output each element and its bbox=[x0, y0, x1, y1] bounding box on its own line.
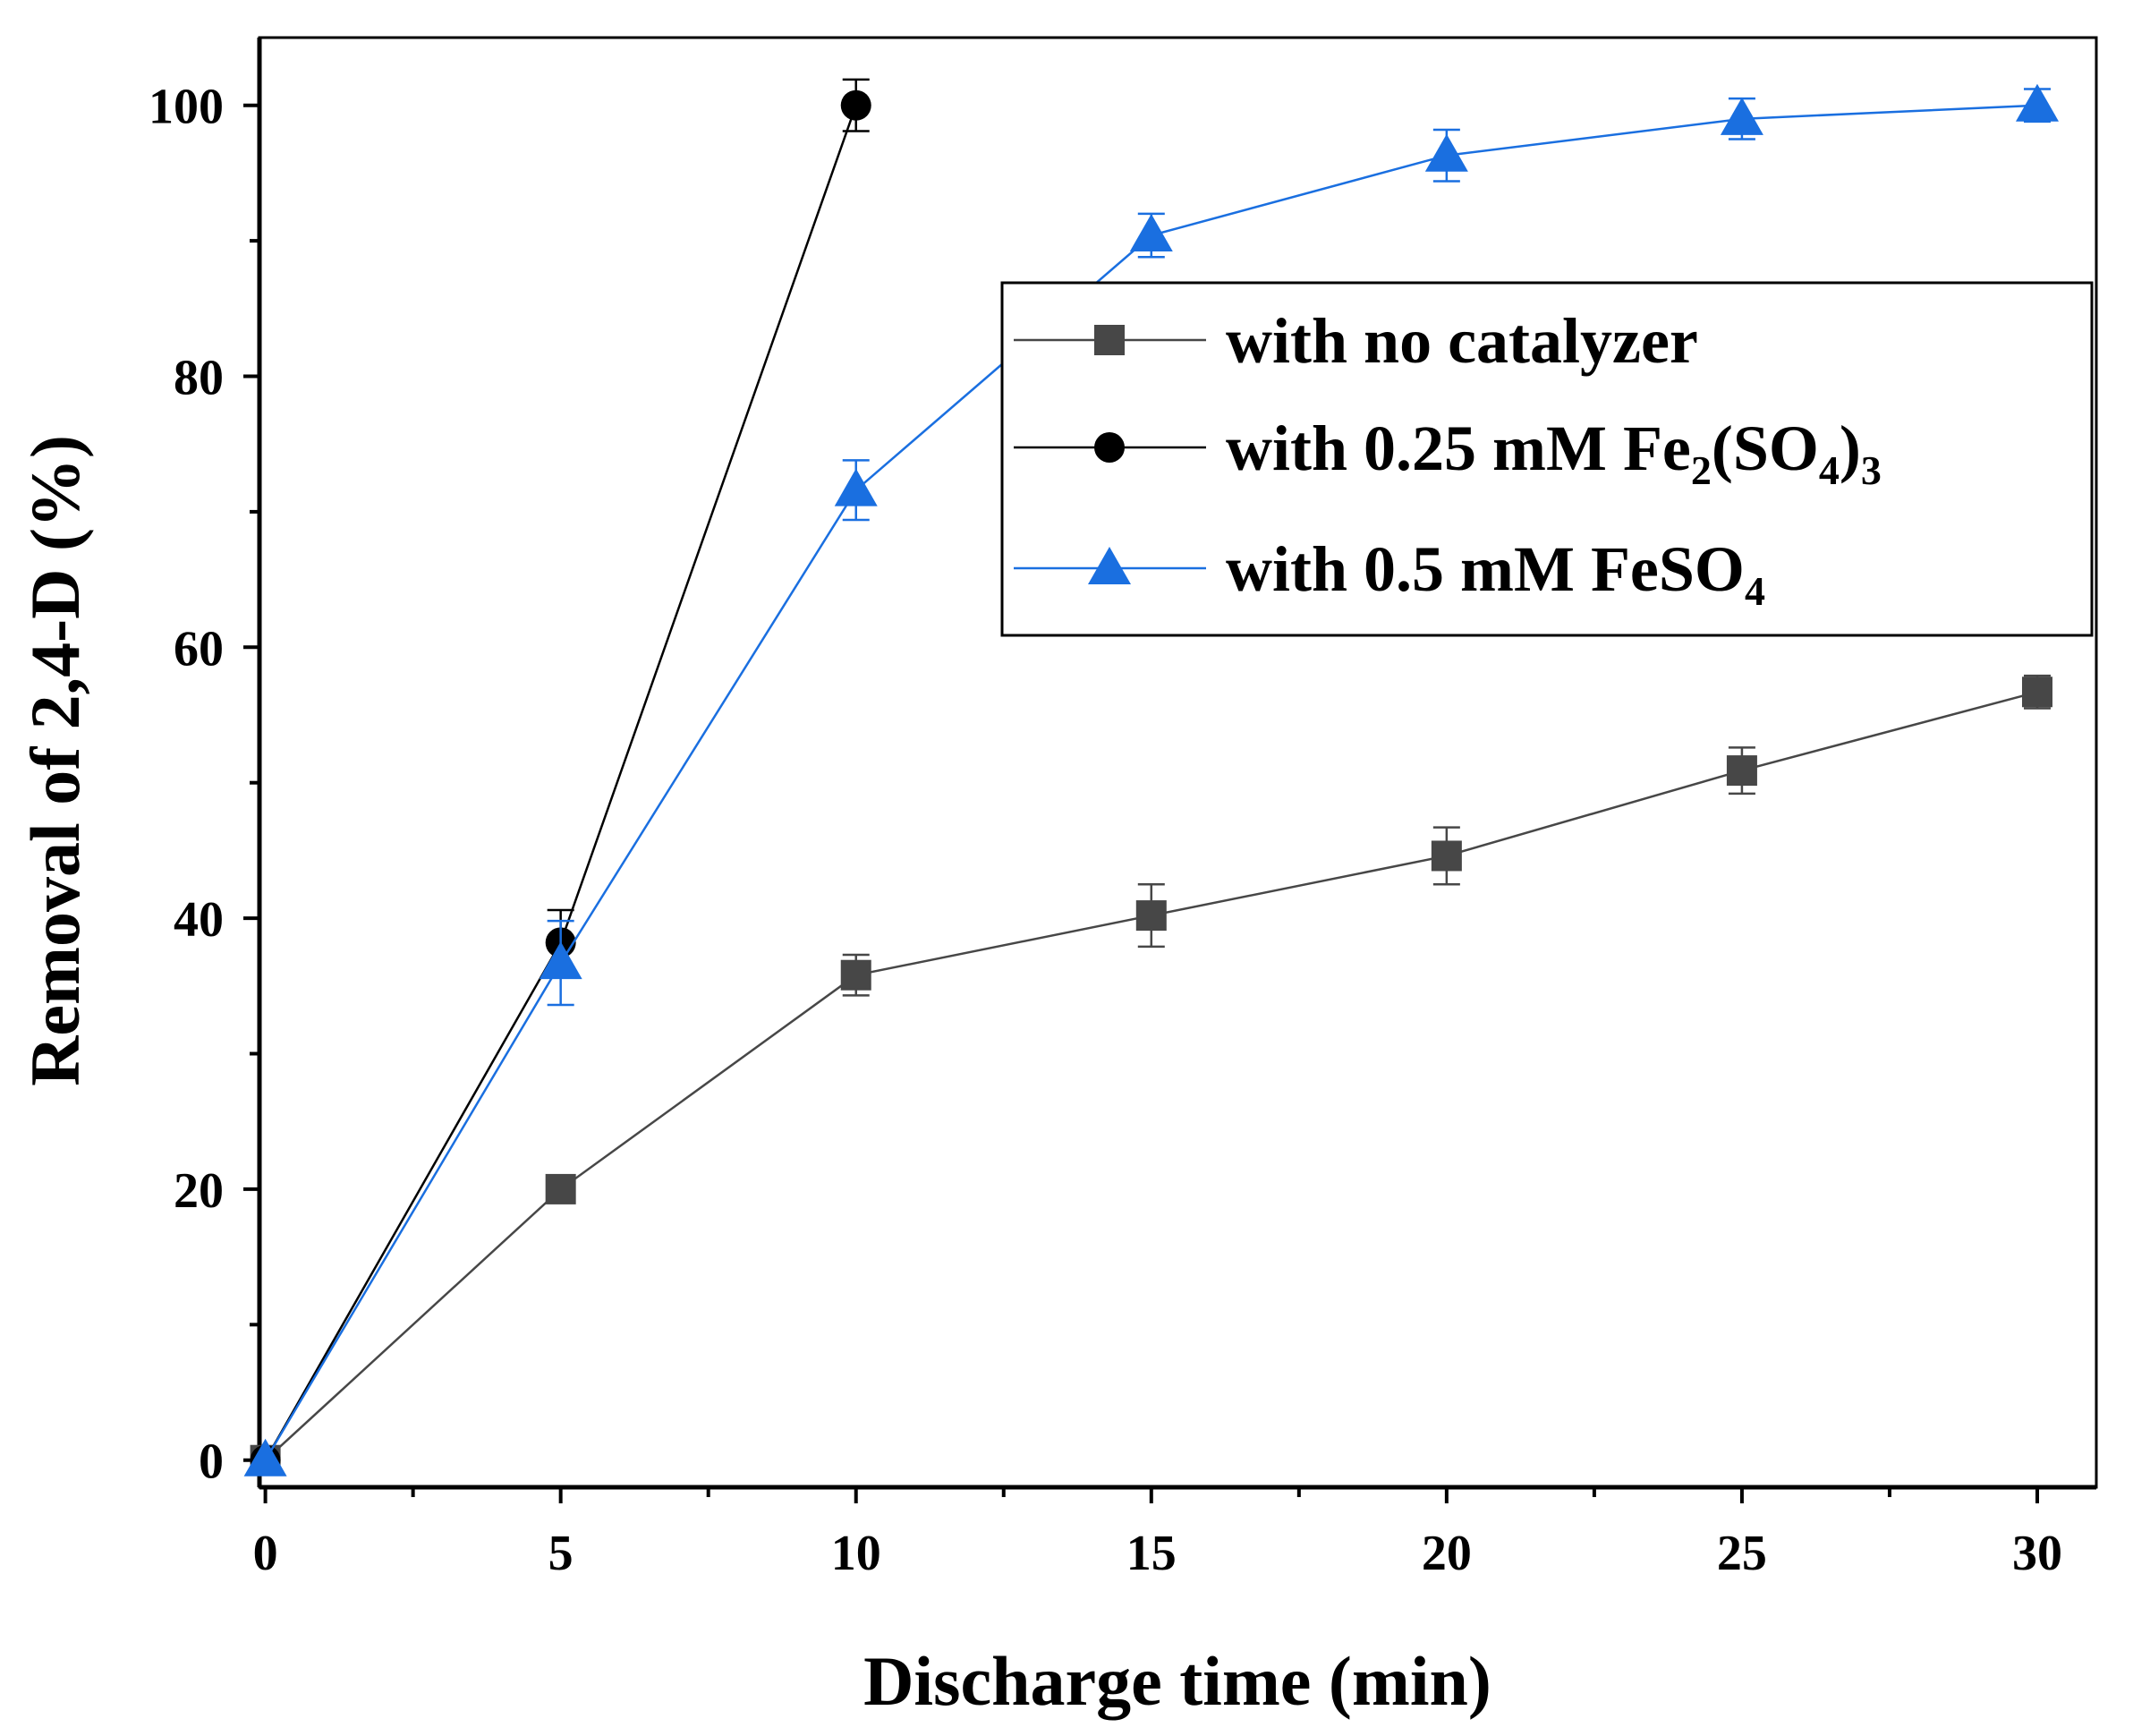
data-point bbox=[243, 1438, 287, 1476]
series-1 bbox=[250, 674, 2052, 1476]
y-tick-label: 100 bbox=[149, 80, 224, 135]
y-tick-label: 60 bbox=[174, 621, 224, 677]
series-line bbox=[264, 691, 2038, 1461]
x-tick-label: 30 bbox=[2012, 1526, 2062, 1581]
y-axis-title: Removal of 2,4-D (%) bbox=[16, 435, 94, 1086]
legend-marker bbox=[1088, 547, 1131, 584]
data-point bbox=[1720, 97, 1763, 135]
legend-entry-1: with no catalyzer bbox=[1014, 305, 1698, 377]
y-tick-label: 80 bbox=[174, 351, 224, 406]
data-point bbox=[834, 468, 878, 506]
legend-label: with 0.5 mM FeSO4 bbox=[1226, 533, 1765, 614]
data-point bbox=[539, 941, 582, 980]
x-tick-label: 5 bbox=[548, 1526, 574, 1581]
data-point bbox=[1135, 900, 1167, 932]
legend-label-subscript: 3 bbox=[1861, 447, 1882, 493]
legend-label-part: with 0.25 mM Fe bbox=[1226, 413, 1691, 484]
x-tick-label: 0 bbox=[253, 1526, 278, 1581]
legend-label: with no catalyzer bbox=[1226, 305, 1698, 377]
legend-label-subscript: 4 bbox=[1745, 568, 1765, 614]
series-2 bbox=[250, 78, 871, 1476]
series-3 bbox=[243, 83, 2059, 1476]
data-point bbox=[1129, 214, 1173, 252]
data-point bbox=[840, 89, 871, 121]
legend-box bbox=[1000, 281, 2094, 637]
legend-label-part: with no catalyzer bbox=[1226, 305, 1698, 377]
x-axis-title: Discharge time (min) bbox=[863, 1642, 1491, 1720]
data-point bbox=[1424, 133, 1468, 172]
data-point bbox=[1431, 840, 1462, 872]
series-line bbox=[264, 105, 857, 1461]
legend-marker bbox=[1094, 325, 1125, 355]
legend-label-subscript: 4 bbox=[1819, 447, 1840, 493]
plot-frame bbox=[258, 36, 2098, 1489]
data-point bbox=[1726, 755, 1757, 787]
x-tick-label: 15 bbox=[1126, 1526, 1177, 1581]
data-point bbox=[840, 959, 871, 991]
legend-entry-3: with 0.5 mM FeSO4 bbox=[1014, 533, 1765, 614]
data-point bbox=[2015, 83, 2059, 122]
x-tick-label: 25 bbox=[1717, 1526, 1767, 1581]
legend-label-part: (SO bbox=[1712, 413, 1819, 484]
axis-ticks: 0 5 10 15 20 25 30 0 20 40 60 80 100 bbox=[149, 80, 2062, 1581]
data-point bbox=[545, 1173, 576, 1204]
data-point bbox=[2021, 677, 2052, 708]
legend-marker bbox=[1094, 432, 1125, 463]
legend-label: with 0.25 mM Fe2(SO4)3 bbox=[1226, 413, 1882, 493]
legend-label-subscript: 2 bbox=[1691, 447, 1712, 493]
y-tick-label: 0 bbox=[199, 1434, 224, 1490]
y-tick-label: 40 bbox=[174, 892, 224, 948]
legend-label-part: with 0.5 mM FeSO bbox=[1226, 533, 1745, 605]
x-tick-label: 10 bbox=[831, 1526, 881, 1581]
series-layer bbox=[243, 78, 2059, 1476]
x-tick-label: 20 bbox=[1422, 1526, 1472, 1581]
legend-label-part: ) bbox=[1840, 413, 1861, 484]
legend-entry-2: with 0.25 mM Fe2(SO4)3 bbox=[1014, 413, 1882, 493]
y-tick-label: 20 bbox=[174, 1163, 224, 1219]
